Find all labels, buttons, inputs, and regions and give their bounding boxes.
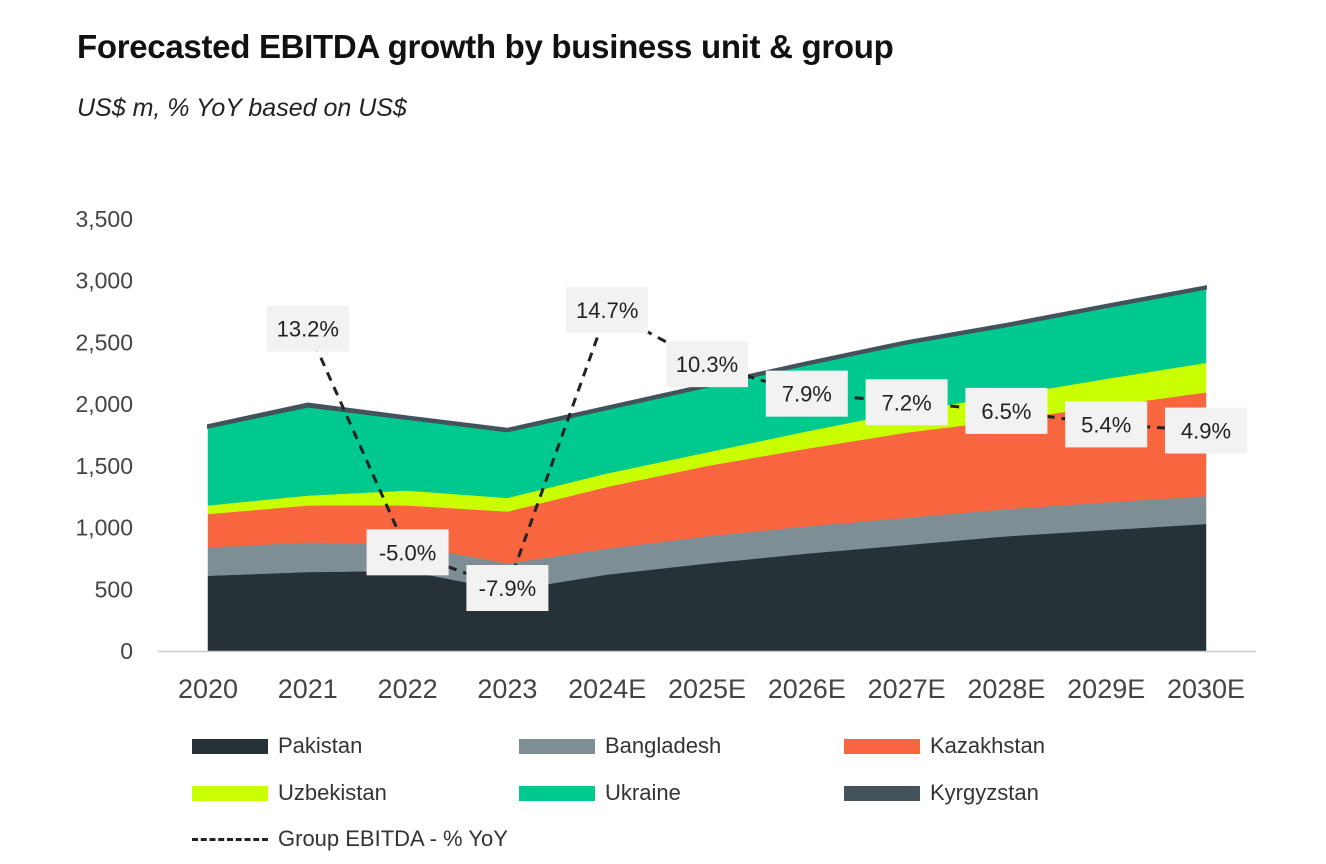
legend-label-uzbekistan: Uzbekistan (278, 780, 387, 805)
yoy-data-label: 5.4% (1081, 412, 1131, 437)
legend-label-kazakhstan: Kazakhstan (930, 733, 1045, 758)
yoy-label-box (865, 379, 948, 426)
yoy-data-label: 14.7% (576, 298, 638, 323)
x-tick-label: 2030E (1167, 674, 1245, 704)
y-tick-label: 3,000 (75, 268, 133, 294)
x-tick-label: 2027E (868, 674, 946, 704)
yoy-label-box (765, 370, 848, 417)
y-tick-label: 1,000 (75, 515, 133, 541)
x-axis: 2020 2021 2022 2023 2024E 2025E 2026E 2027E 2028… (158, 650, 1256, 704)
yoy-label-box (965, 387, 1048, 434)
y-tick-label: 1,500 (75, 453, 133, 479)
x-tick-label: 2022 (378, 674, 438, 704)
x-tick-label: 2026E (768, 674, 846, 704)
y-axis: 0 500 1,000 1,500 2,000 2,500 3,000 3,500 (75, 206, 133, 664)
y-tick-label: 0 (120, 638, 133, 664)
legend: Pakistan Bangladesh Kazakhstan Uzbekista… (192, 730, 1192, 860)
legend-swatch-kyrgyzstan (844, 785, 920, 801)
y-tick-label: 3,500 (75, 206, 133, 232)
yoy-data-label: 10.3% (676, 352, 738, 377)
legend-label-bangladesh: Bangladesh (605, 733, 722, 758)
yoy-data-label: 6.5% (981, 399, 1031, 424)
legend-swatch-kazakhstan (844, 738, 920, 754)
y-tick-label: 2,500 (75, 329, 133, 355)
yoy-data-label: 7.9% (782, 382, 832, 407)
yoy-data-label: -7.9% (479, 576, 536, 601)
yoy-label-box (666, 341, 748, 388)
stacked-areas (207, 285, 1207, 652)
legend-swatch-yoy-line (192, 837, 268, 841)
yoy-data-label: 7.2% (882, 390, 932, 415)
legend-swatch-ukraine (519, 785, 595, 801)
chart-title: Forecasted EBITDA growth by business uni… (77, 28, 894, 65)
y-tick-label: 500 (95, 576, 133, 602)
legend-label-group-yoy: Group EBITDA - % YoY (278, 826, 508, 851)
legend-swatch-pakistan (192, 738, 268, 754)
yoy-label-box (466, 565, 549, 611)
x-tick-label: 2028E (967, 674, 1045, 704)
yoy-label-box (1165, 407, 1247, 454)
legend-label-ukraine: Ukraine (605, 780, 681, 805)
legend-item-bangladesh: Bangladesh (519, 730, 721, 762)
legend-item-pakistan: Pakistan (192, 730, 362, 762)
legend-item-ukraine: Ukraine (519, 777, 681, 809)
yoy-label-box (266, 305, 349, 352)
legend-item-group-yoy: Group EBITDA - % YoY (192, 823, 508, 855)
yoy-label-box (1065, 401, 1148, 448)
x-tick-label: 2024E (568, 674, 646, 704)
legend-item-uzbekistan: Uzbekistan (192, 777, 387, 809)
x-tick-label: 2025E (668, 674, 746, 704)
yoy-label-box (566, 287, 649, 333)
legend-label-pakistan: Pakistan (278, 733, 363, 758)
legend-item-kazakhstan: Kazakhstan (844, 730, 1045, 762)
x-tick-label: 2029E (1067, 674, 1145, 704)
legend-item-kyrgyzstan: Kyrgyzstan (844, 777, 1039, 809)
legend-label-kyrgyzstan: Kyrgyzstan (930, 780, 1039, 805)
area-kyrgyzstan (207, 285, 1207, 433)
yoy-data-label: 4.9% (1181, 419, 1231, 444)
legend-swatch-uzbekistan (192, 785, 268, 801)
x-tick-label: 2023 (477, 674, 537, 704)
legend-swatch-bangladesh (519, 738, 595, 754)
y-tick-label: 2,000 (75, 391, 133, 417)
x-tick-label: 2020 (178, 674, 238, 704)
yoy-data-label: 13.2% (277, 316, 339, 341)
x-tick-label: 2021 (278, 674, 338, 704)
yoy-label-box (366, 529, 449, 576)
yoy-data-label: -5.0% (379, 540, 436, 565)
yoy-line-layer: 13.2% -5.0% -7.9% 14.7% 10.3% 7.9% 7.2% 6.5% 5.4… (266, 287, 1247, 611)
chart-subtitle: US$ m, % YoY based on US$ (77, 94, 407, 122)
